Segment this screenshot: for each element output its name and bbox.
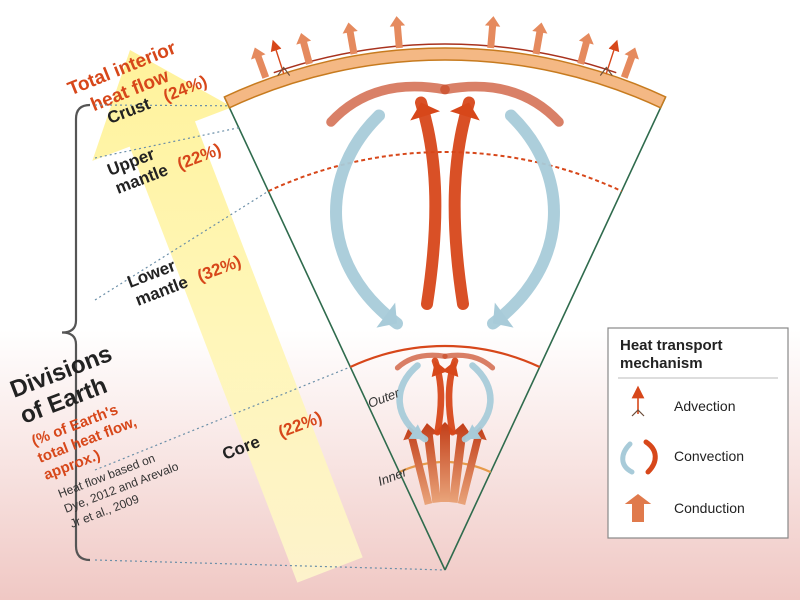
legend: Heat transportmechanism Advection Convecti…	[608, 328, 788, 538]
legend-item-advection: Advection	[674, 398, 735, 414]
legend-title-2: mechanism	[620, 355, 703, 372]
legend-title-1: Heat transport	[620, 337, 723, 354]
legend-item-conduction: Conduction	[674, 500, 745, 516]
legend-item-convection: Convection	[674, 448, 744, 464]
